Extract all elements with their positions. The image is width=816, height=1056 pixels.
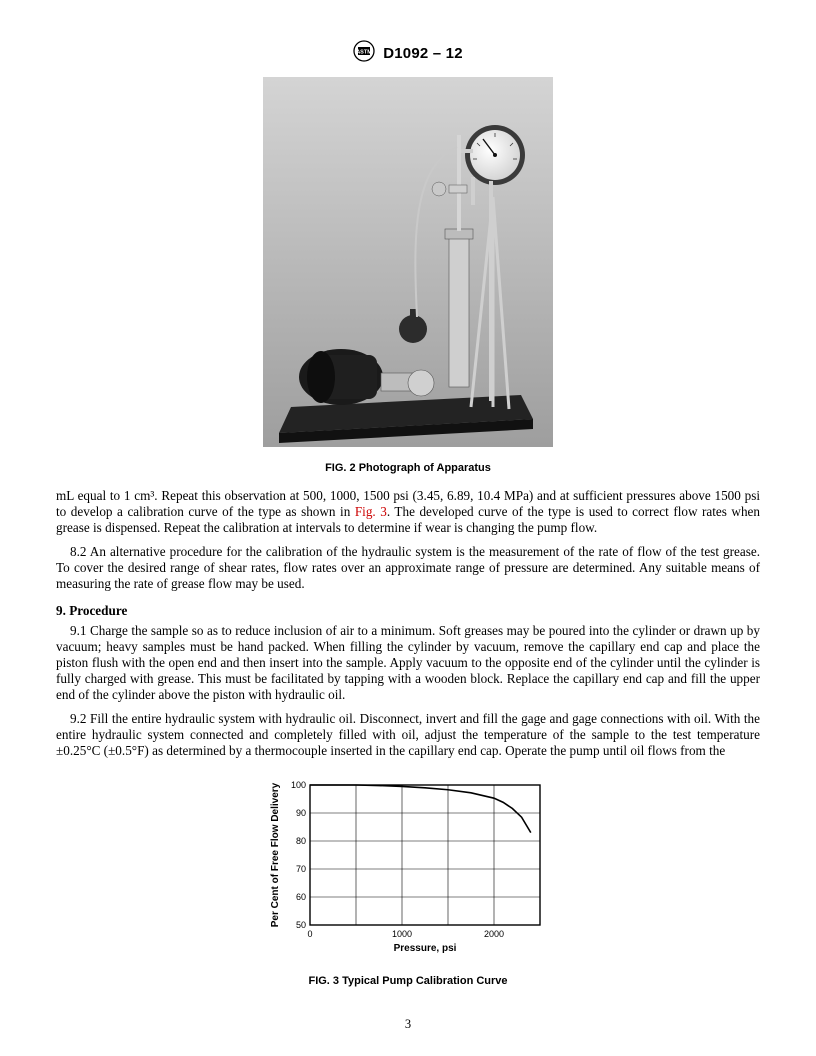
figure-3-caption: FIG. 3 Typical Pump Calibration Curve xyxy=(56,975,760,987)
section-9-heading: 9. Procedure xyxy=(56,603,760,619)
figure-2-container: FIG. 2 Photograph of Apparatus xyxy=(56,77,760,474)
page-number: 3 xyxy=(0,1017,816,1032)
page-root: ASTM D1092 – 12 xyxy=(0,0,816,1056)
svg-text:Pressure, psi: Pressure, psi xyxy=(394,943,457,954)
svg-text:1000: 1000 xyxy=(392,929,412,939)
para-8-2: 8.2 An alternative procedure for the cal… xyxy=(56,544,760,592)
para-9-2: 9.2 Fill the entire hydraulic system wit… xyxy=(56,711,760,759)
body-text-block: mL equal to 1 cm³. Repeat this observati… xyxy=(56,488,760,759)
svg-text:50: 50 xyxy=(296,920,306,930)
fig3-crossref-link[interactable]: Fig. 3 xyxy=(355,504,387,519)
svg-text:100: 100 xyxy=(291,780,306,790)
apparatus-photo xyxy=(263,77,553,447)
calibration-chart: 5060708090100010002000Pressure, psiPer C… xyxy=(258,777,558,967)
svg-text:0: 0 xyxy=(307,929,312,939)
svg-text:80: 80 xyxy=(296,836,306,846)
svg-text:2000: 2000 xyxy=(484,929,504,939)
standard-designation: D1092 – 12 xyxy=(383,45,463,62)
svg-text:60: 60 xyxy=(296,892,306,902)
page-header: ASTM D1092 – 12 xyxy=(56,40,760,67)
figure-2-caption: FIG. 2 Photograph of Apparatus xyxy=(56,462,760,474)
para-9-1: 9.1 Charge the sample so as to reduce in… xyxy=(56,623,760,703)
figure-3-container: 5060708090100010002000Pressure, psiPer C… xyxy=(56,777,760,987)
svg-text:90: 90 xyxy=(296,808,306,818)
astm-logo-icon: ASTM xyxy=(353,40,375,67)
svg-text:Per Cent of Free Flow Delivery: Per Cent of Free Flow Delivery xyxy=(270,783,281,928)
para-continuation: mL equal to 1 cm³. Repeat this observati… xyxy=(56,488,760,536)
svg-text:ASTM: ASTM xyxy=(356,50,372,56)
svg-text:70: 70 xyxy=(296,864,306,874)
